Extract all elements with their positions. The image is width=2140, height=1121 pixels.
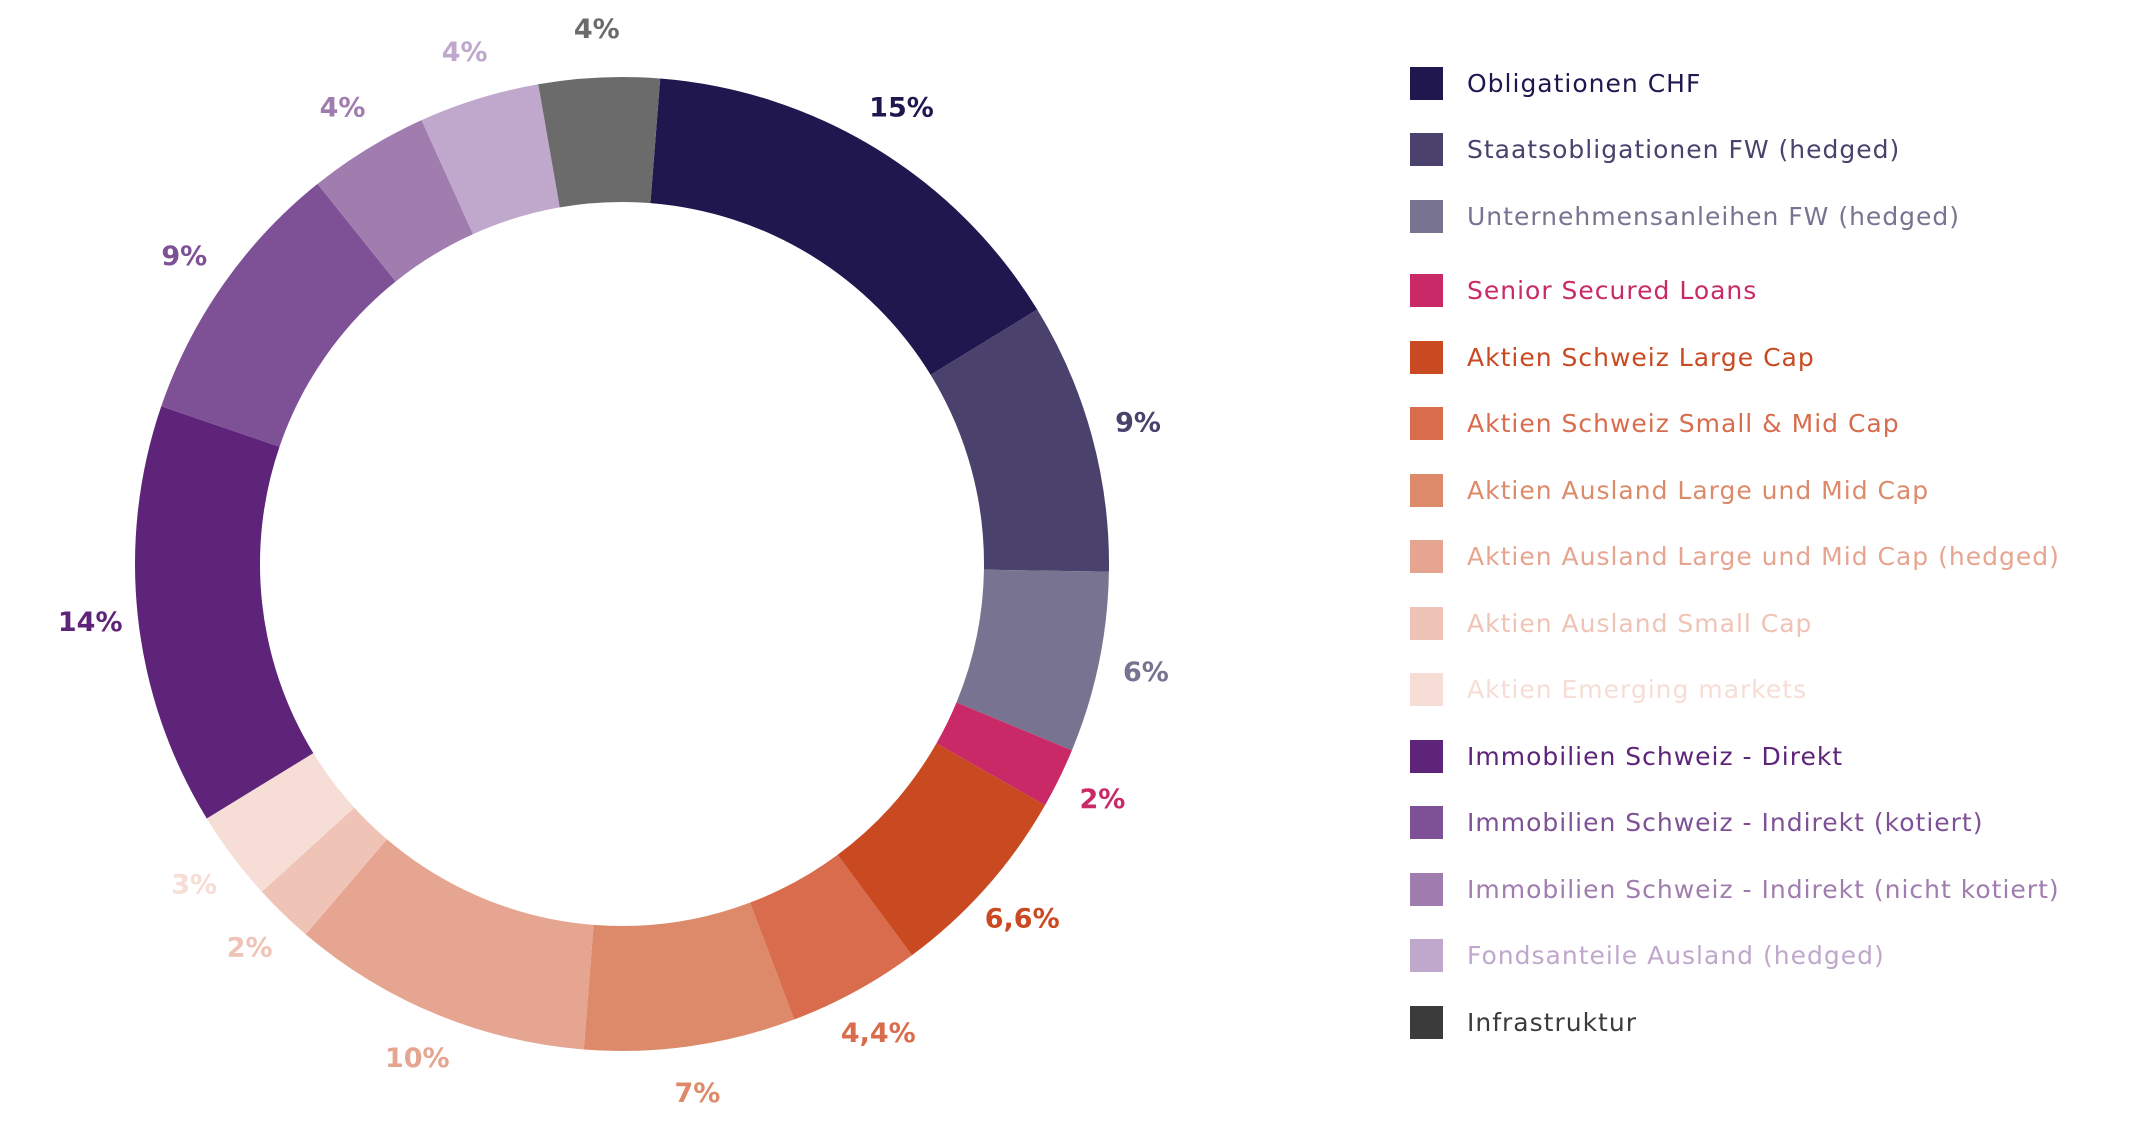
slice-unternehmensanleihen-fw-hedged	[956, 569, 1109, 751]
legend-item-aktien-ausland-small-cap: Aktien Ausland Small Cap	[1410, 606, 1812, 640]
legend-swatch	[1410, 1005, 1443, 1039]
slice-label-immobilien-schweiz-indirekt-kotiert: 9%	[161, 241, 207, 272]
legend-swatch	[1410, 199, 1443, 233]
legend-item-infrastruktur: Infrastruktur	[1410, 1005, 1637, 1039]
legend-label: Senior Secured Loans	[1467, 276, 1758, 305]
legend-item-aktien-ausland-large-und-mid-cap: Aktien Ausland Large und Mid Cap	[1410, 473, 1929, 507]
slice-label-obligationen-chf: 15%	[869, 92, 934, 123]
slice-label-aktien-ausland-large-und-mid-cap-hedged: 10%	[385, 1043, 450, 1074]
slices-layer	[134, 76, 1109, 1051]
legend-label: Aktien Ausland Small Cap	[1467, 608, 1813, 638]
legend-label: Staatsobligationen FW (hedged)	[1467, 135, 1901, 164]
legend-item-aktien-schweiz-small-mid-cap: Aktien Schweiz Small & Mid Cap	[1410, 407, 1900, 441]
slice-fondsanteile-ausland-hedged	[421, 84, 560, 235]
slice-label-aktien-ausland-small-cap: 2%	[227, 933, 273, 964]
labels-layer: 15% 9% 6% 2% 6,6% 4,4% 7% 10% 2% 3% 14% 9% 4% 4% 4%	[58, 14, 1169, 1109]
slice-aktien-emerging-markets	[206, 753, 355, 892]
slice-immobilien-schweiz-direkt	[134, 406, 314, 819]
legend-label: Aktien Emerging markets	[1467, 675, 1808, 704]
legend-item-obligationen-chf: Obligationen CHF	[1410, 66, 1701, 100]
slice-immobilien-schweiz-indirekt-nicht-kotiert	[317, 120, 474, 282]
legend-item-staatsobligationen-fw-hedged: Staatsobligationen FW (hedged)	[1410, 133, 1900, 167]
legend-swatch	[1410, 66, 1443, 100]
legend-swatch	[1410, 872, 1443, 906]
legend-label: Infrastruktur	[1467, 1007, 1637, 1037]
slice-label-fondsanteile-ausland-hedged: 4%	[442, 37, 488, 68]
legend-label: Unternehmensanleihen FW (hedged)	[1467, 201, 1961, 231]
legend-swatch	[1410, 133, 1443, 166]
slice-staatsobligationen-fw-hedged	[930, 309, 1109, 572]
slice-label-immobilien-schweiz-direkt: 14%	[58, 607, 123, 638]
legend-item-fondsanteile-ausland-hedged: Fondsanteile Ausland (hedged)	[1410, 939, 1885, 973]
legend-swatch	[1410, 274, 1443, 307]
legend-swatch	[1410, 939, 1443, 972]
legend-swatch	[1410, 606, 1443, 640]
legend-item-immobilien-schweiz-indirekt-nicht-kotiert: Immobilien Schweiz - Indirekt (nicht kot…	[1410, 872, 2060, 906]
legend-label: Fondsanteile Ausland (hedged)	[1467, 941, 1885, 970]
slice-aktien-ausland-large-und-mid-cap	[583, 902, 795, 1051]
legend-swatch	[1410, 407, 1443, 440]
slice-senior-secured-loans	[936, 702, 1072, 806]
legend-item-aktien-schweiz-large-cap: Aktien Schweiz Large Cap	[1410, 340, 1815, 374]
legend-label: Immobilien Schweiz - Indirekt (nicht kot…	[1467, 874, 2060, 904]
donut-chart-svg: 15% 9% 6% 2% 6,6% 4,4% 7% 10% 2% 3% 14% 9% 4% 4% 4%	[58, 14, 1169, 1109]
legend-label: Aktien Schweiz Large Cap	[1467, 342, 1815, 372]
slice-label-infrastruktur: 4%	[574, 14, 620, 45]
legend-item-aktien-emerging-markets: Aktien Emerging markets	[1410, 673, 1807, 707]
slice-label-immobilien-schweiz-indirekt-nicht-kotiert: 4%	[320, 92, 366, 123]
legend-label: Immobilien Schweiz - Direkt	[1467, 741, 1844, 771]
slice-label-senior-secured-loans: 2%	[1079, 784, 1125, 815]
slice-label-staatsobligationen-fw-hedged: 9%	[1115, 407, 1161, 438]
legend-item-senior-secured-loans: Senior Secured Loans	[1410, 274, 1757, 308]
slice-immobilien-schweiz-indirekt-kotiert	[161, 183, 396, 447]
legend-swatch	[1410, 739, 1443, 773]
slice-aktien-schweiz-small-mid-cap	[749, 854, 912, 1020]
legend-item-immobilien-schweiz-indirekt-kotiert: Immobilien Schweiz - Indirekt (kotiert)	[1410, 806, 1984, 840]
legend-label: Obligationen CHF	[1467, 68, 1702, 98]
slice-label-unternehmensanleihen-fw-hedged: 6%	[1123, 657, 1169, 688]
slice-infrastruktur	[538, 76, 661, 208]
legend-swatch	[1410, 540, 1443, 573]
legend-item-immobilien-schweiz-direkt: Immobilien Schweiz - Direkt	[1410, 739, 1843, 773]
slice-label-aktien-schweiz-small-mid-cap: 4,4%	[841, 1018, 916, 1049]
legend-item-unternehmensanleihen-fw-hedged: Unternehmensanleihen FW (hedged)	[1410, 199, 1960, 233]
slice-aktien-ausland-large-und-mid-cap-hedged	[305, 839, 594, 1050]
legend-item-aktien-ausland-large-und-mid-cap-hedged: Aktien Ausland Large und Mid Cap (hedged…	[1410, 540, 2060, 574]
legend-label: Aktien Schweiz Small & Mid Cap	[1467, 409, 1900, 438]
legend-swatch	[1410, 673, 1443, 706]
slice-aktien-ausland-small-cap	[261, 807, 387, 935]
legend-swatch	[1410, 473, 1443, 507]
legend-label: Aktien Ausland Large und Mid Cap (hedged…	[1467, 542, 2060, 571]
legend-label: Immobilien Schweiz - Indirekt (kotiert)	[1467, 808, 1984, 837]
slice-label-aktien-emerging-markets: 3%	[171, 870, 217, 901]
slice-label-aktien-schweiz-large-cap: 6,6%	[985, 904, 1060, 935]
legend-label: Aktien Ausland Large und Mid Cap	[1467, 475, 1930, 505]
slice-aktien-schweiz-large-cap	[837, 743, 1046, 956]
legend-swatch	[1410, 806, 1443, 839]
slice-label-aktien-ausland-large-und-mid-cap: 7%	[674, 1078, 720, 1109]
slice-obligationen-chf	[650, 78, 1038, 375]
legend-swatch	[1410, 340, 1443, 374]
